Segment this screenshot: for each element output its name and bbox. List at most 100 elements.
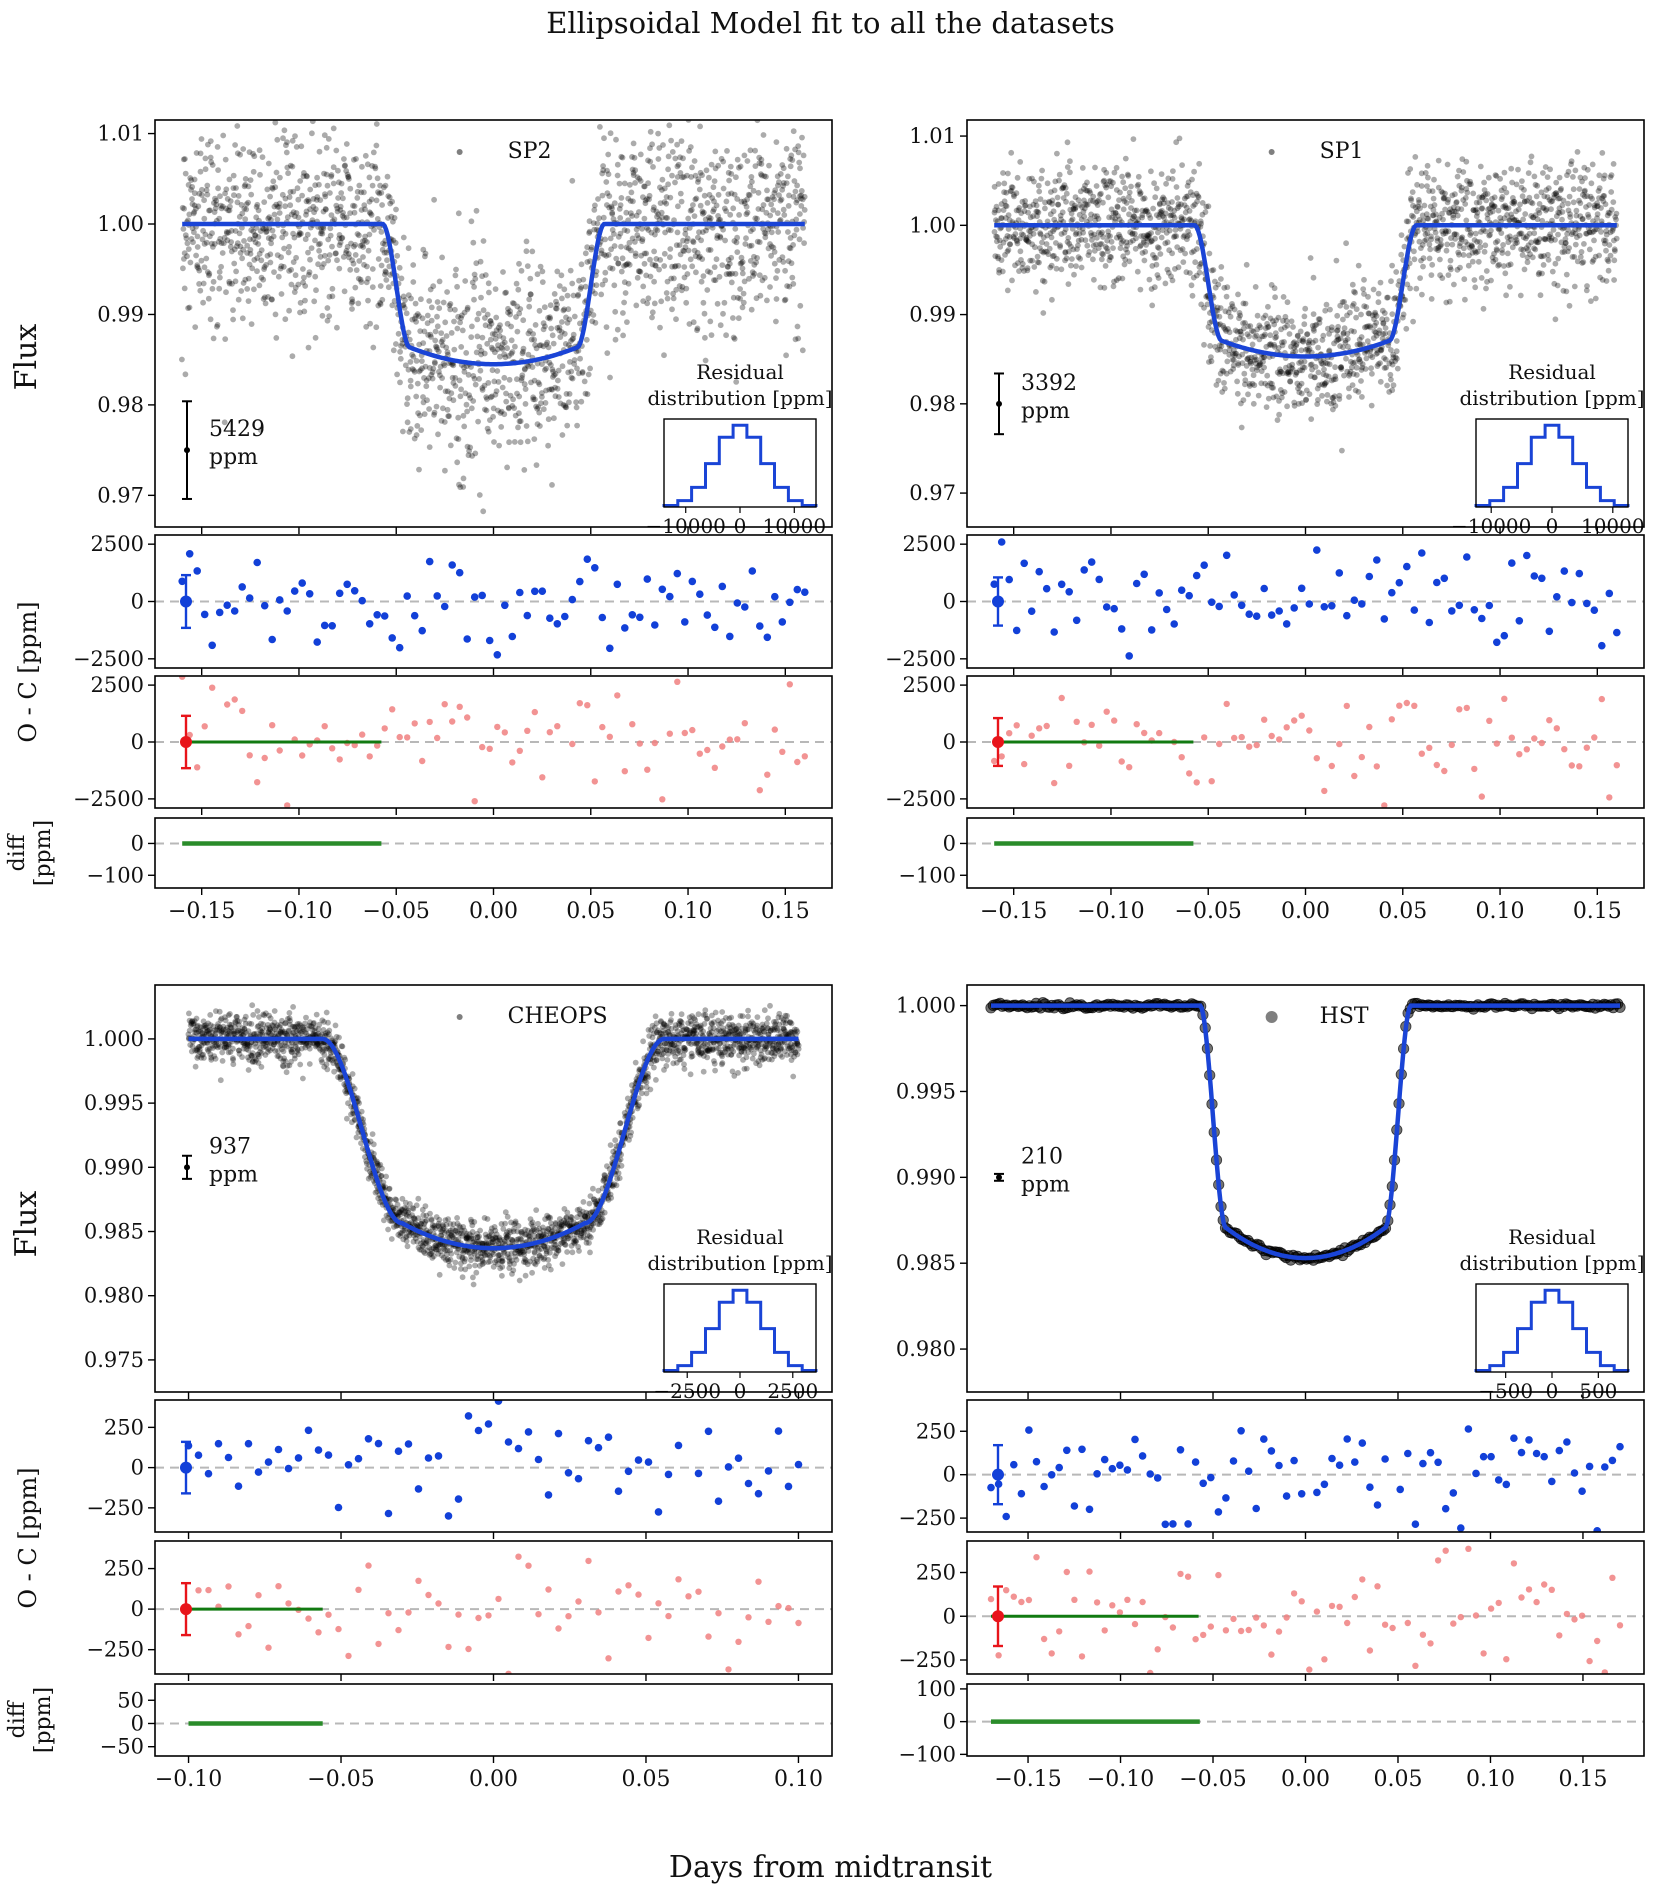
sp2-flux-point: [343, 168, 350, 174]
sp2-flux-point: [434, 323, 441, 330]
sp2-flux-point: [566, 399, 572, 406]
sp2-flux-point: [272, 184, 279, 191]
sp2-flux-point: [531, 377, 538, 384]
sp2-flux-point: [481, 350, 488, 357]
sp2-oc-detrended-point: [194, 764, 201, 771]
sp2-flux-point: [699, 208, 706, 215]
sp2-flux-point: [712, 165, 719, 172]
sp2-flux-point: [234, 123, 241, 129]
sp2-flux-point: [687, 207, 694, 214]
sp1-flux-point: [1056, 177, 1062, 184]
sp2-flux-point: [233, 268, 240, 275]
sp1-flux-point: [1405, 170, 1411, 176]
sp1-flux-point: [1278, 368, 1285, 375]
sp1-flux-point: [1369, 370, 1375, 377]
sp1-flux-point: [1321, 382, 1328, 389]
figure-title: Ellipsoidal Model fit to all the dataset…: [546, 6, 1115, 40]
sp1-flux-point: [1124, 171, 1131, 178]
sp1-flux-point: [1531, 230, 1538, 237]
sp2-flux-point: [554, 268, 561, 275]
sp2-flux-point: [253, 214, 260, 221]
sp2-flux-point: [291, 289, 298, 295]
sp2-flux-point: [200, 280, 207, 287]
sp1-flux-point: [1414, 228, 1421, 235]
sp2-flux-point: [651, 204, 657, 211]
sp1-flux-point: [1184, 233, 1191, 240]
sp1-flux-point: [1447, 264, 1454, 271]
sp2-flux-point: [670, 295, 677, 302]
cheops-flux-point: [210, 1023, 217, 1030]
sp1-flux-point: [1208, 354, 1214, 360]
sp1-oc-point: [1282, 620, 1291, 628]
sp2-flux-point: [743, 211, 750, 218]
sp1-flux-point: [1544, 174, 1551, 181]
sp1-flux-point: [1495, 262, 1501, 269]
cheops-flux-point: [318, 1043, 325, 1049]
sp2-flux-point: [359, 242, 366, 249]
sp2-flux-point: [378, 229, 385, 235]
sp1-flux-point: [1322, 307, 1329, 314]
sp1-flux-point: [1479, 194, 1486, 201]
sp1-flux-point: [1398, 232, 1405, 239]
sp1-flux-point: [1497, 215, 1504, 221]
sp1-flux-point: [1555, 255, 1562, 262]
sp2-flux-point: [444, 388, 451, 395]
sp1-flux-point: [1035, 182, 1042, 189]
sp1-flux-point: [997, 243, 1004, 250]
sp2-flux-point: [432, 328, 439, 335]
sp2-oc-point: [380, 612, 389, 620]
sp1-flux-point: [1325, 325, 1331, 332]
sp2-flux-point: [357, 242, 364, 249]
sp1-flux-point: [1252, 284, 1259, 290]
sp2-flux-point: [181, 285, 188, 292]
cheops-flux-point: [307, 1023, 314, 1029]
sp2-flux-point: [647, 273, 654, 280]
sp1-flux-point: [1122, 256, 1129, 263]
sp1-flux-point: [1458, 187, 1465, 194]
sp1-flux-point: [1373, 313, 1380, 319]
sp2-oc-detrended-point: [336, 756, 343, 763]
cheops-flux-point: [217, 1044, 224, 1050]
sp1-flux-point: [1576, 232, 1583, 239]
sp1-flux-point: [1255, 392, 1262, 399]
sp2-flux-point: [208, 240, 215, 247]
sp2-flux-point: [710, 208, 716, 215]
sp1-oc-point: [1553, 593, 1561, 601]
sp1-flux-point: [1267, 315, 1274, 322]
sp2-flux-point: [734, 234, 740, 241]
sp2-flux-point: [783, 180, 790, 187]
sp1-flux-point: [1162, 210, 1169, 217]
sp2-flux-point: [330, 180, 337, 187]
sp2-flux-point: [702, 216, 709, 223]
sp2-flux-point: [577, 320, 583, 327]
sp2-flux-point: [269, 227, 276, 234]
sp2-flux-point: [611, 231, 617, 237]
sp2-flux-point: [398, 275, 405, 282]
sp2-flux-point: [456, 377, 463, 384]
sp1-flux-point: [1364, 338, 1371, 345]
sp1-flux-point: [1596, 195, 1602, 202]
sp1-flux-point: [1318, 360, 1325, 367]
cheops-flux-point: [258, 1064, 265, 1070]
sp2-flux-point: [629, 213, 635, 219]
sp1-flux-point: [1505, 205, 1512, 212]
sp2-flux-point: [564, 292, 571, 299]
sp1-flux-point: [1095, 215, 1102, 222]
sp1-oc-detrended-point: [1561, 746, 1568, 753]
sp2-flux-point: [258, 257, 265, 264]
sp2-flux-point: [480, 307, 487, 314]
sp1-flux-point: [1232, 327, 1239, 334]
sp2-flux-point: [671, 263, 678, 270]
cheops-flux-point: [303, 1014, 309, 1021]
sp2-flux-point: [718, 155, 725, 162]
sp2-oc-detrended-point: [404, 734, 411, 741]
sp2-flux-point: [534, 405, 541, 412]
sp2-flux-point: [615, 260, 622, 267]
sp2-flux-point: [797, 165, 803, 172]
sp2-flux-point: [465, 371, 472, 378]
sp1-flux-point: [1570, 199, 1577, 206]
cheops-flux-point: [299, 1028, 306, 1035]
sp1-flux-point: [1308, 416, 1315, 422]
sp1-flux-point: [1284, 322, 1291, 329]
sp1-flux-point: [1148, 237, 1155, 244]
